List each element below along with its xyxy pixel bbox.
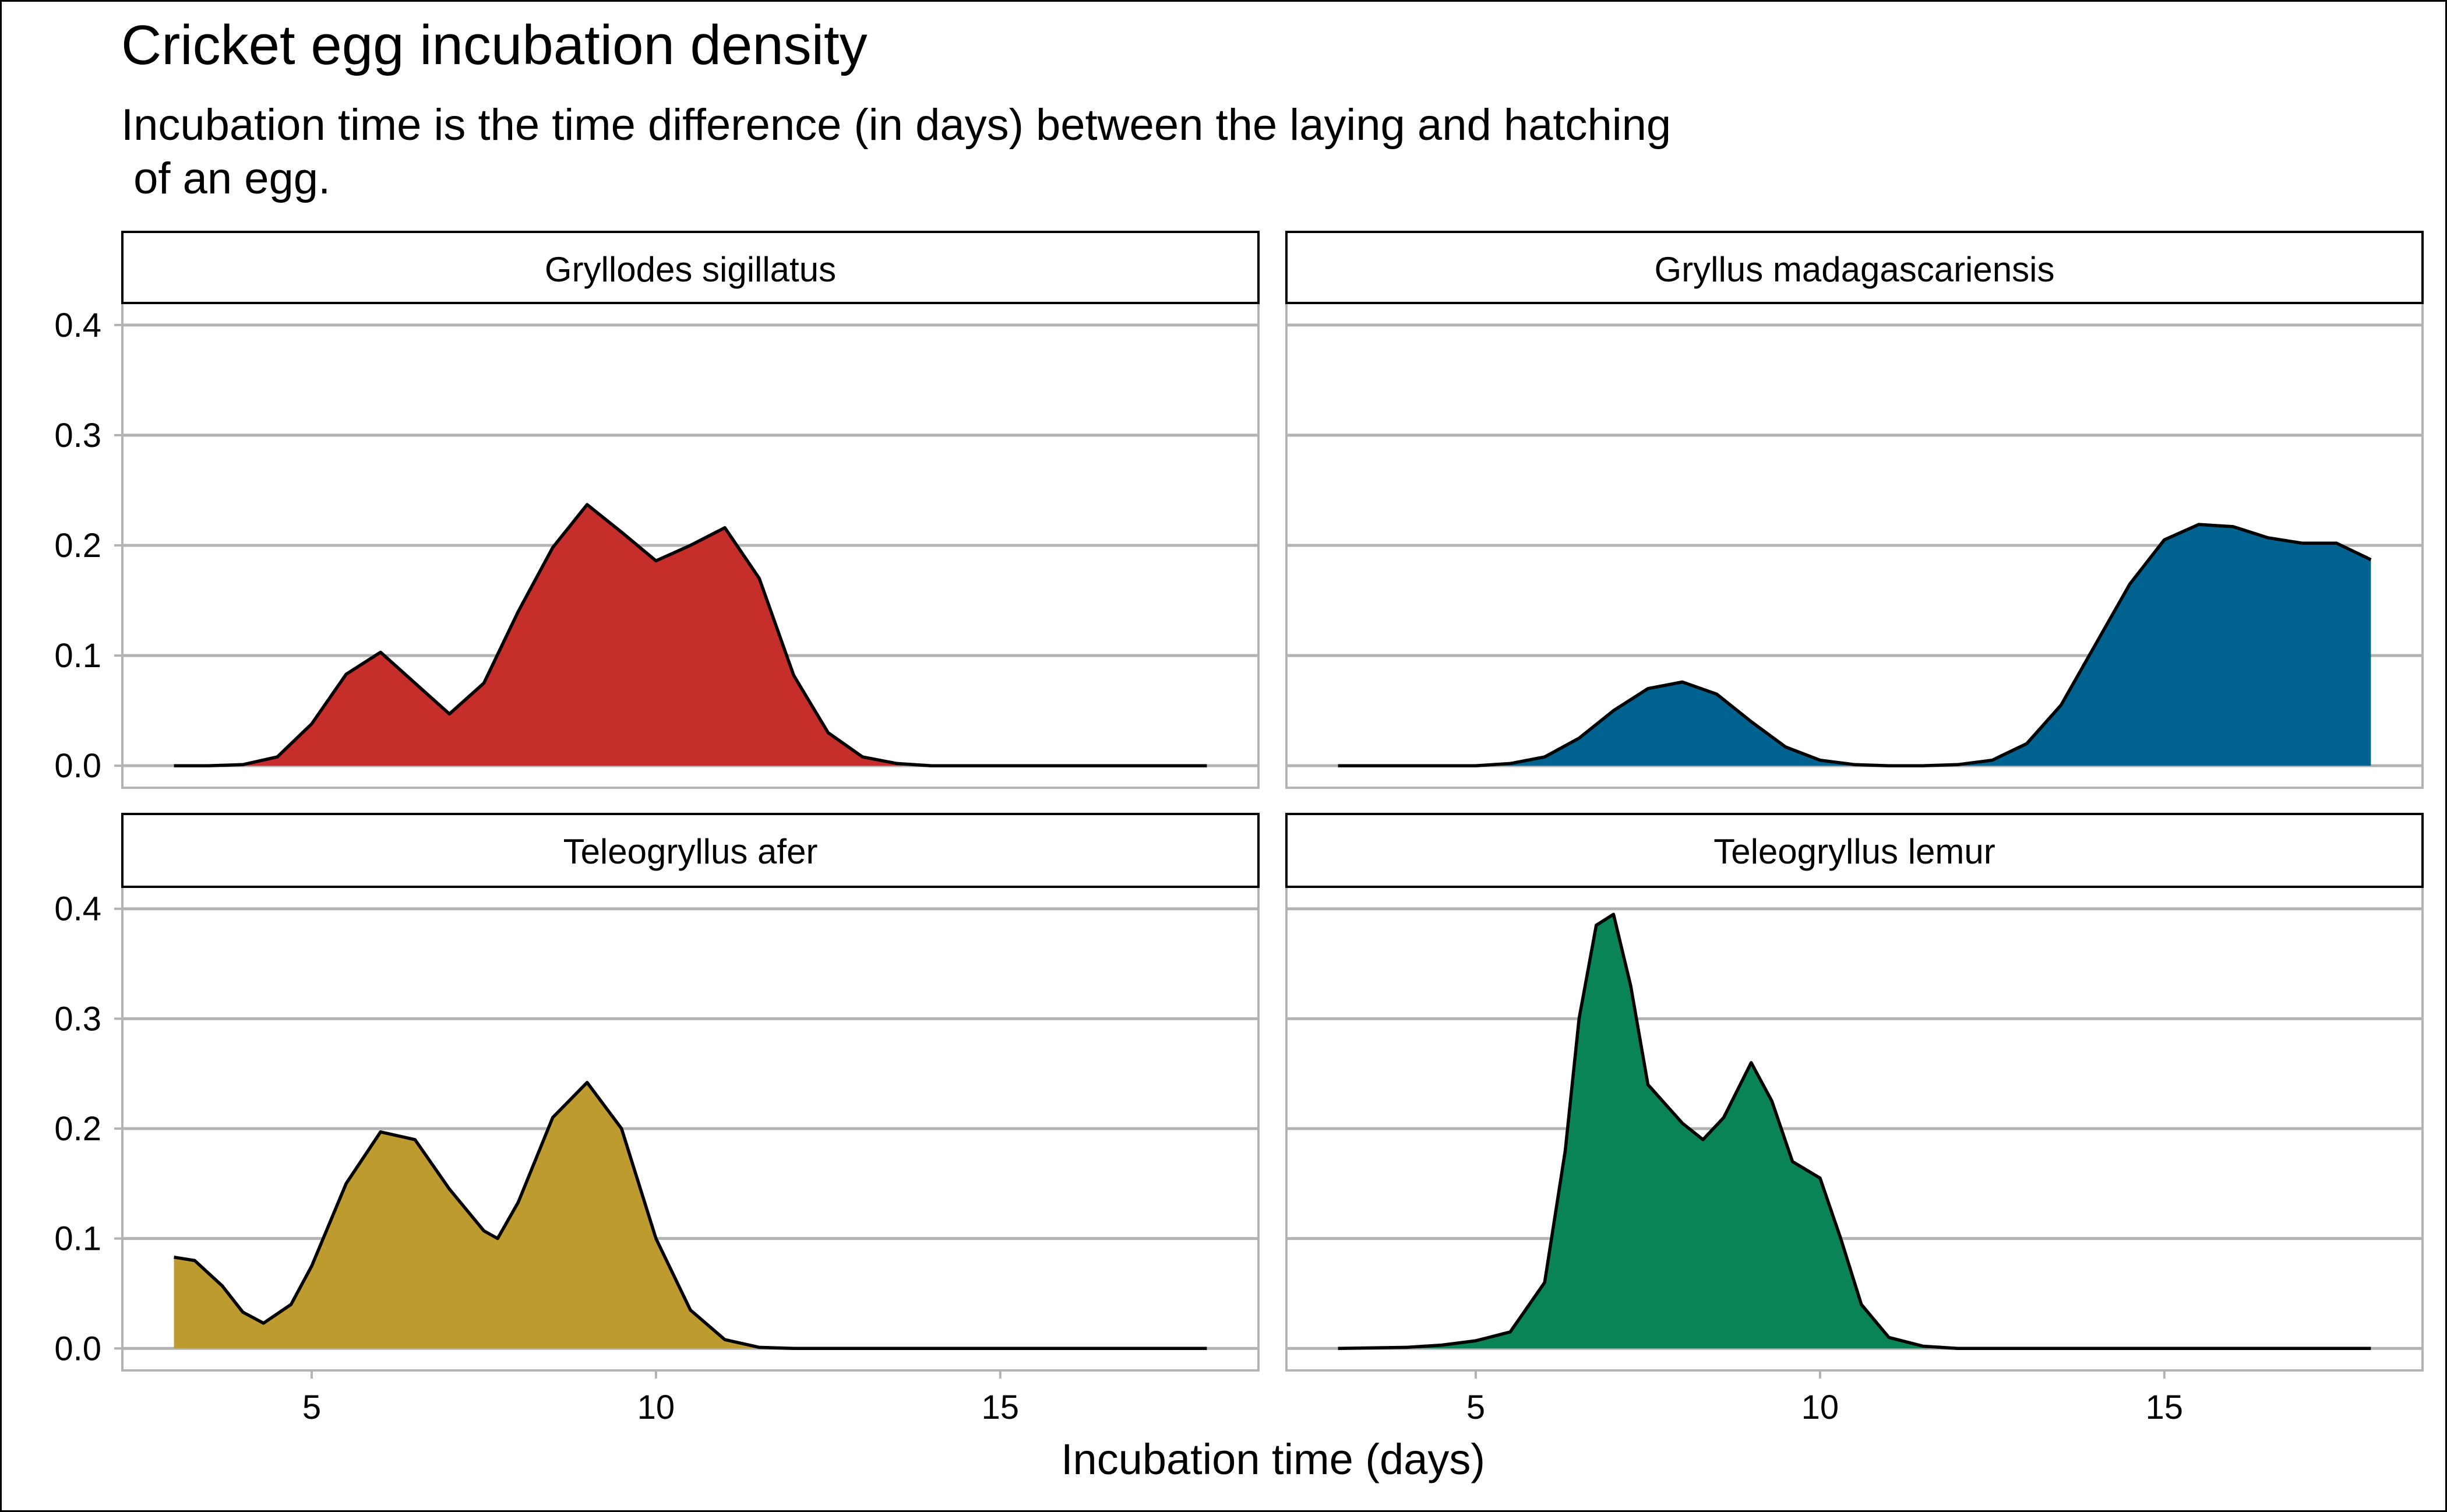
y-tick-label: 0.1 (54, 1220, 101, 1258)
x-tick-label: 15 (2146, 1388, 2184, 1426)
x-tick-label: 10 (637, 1388, 675, 1426)
density-line (1338, 912, 2371, 1351)
strip-box (121, 231, 1260, 304)
x-tick-label: 15 (982, 1388, 1020, 1426)
x-tick-label: 10 (1801, 1388, 1839, 1426)
y-tick-label: 0.1 (54, 637, 101, 675)
y-tick-label: 0.3 (54, 417, 101, 454)
facet-grid: Gryllodes sigillatus0.00.10.20.30.4Gryll… (54, 231, 2424, 1426)
strip-label: Teleogryllus afer (563, 832, 818, 871)
strip-label: Gryllodes sigillatus (545, 250, 836, 289)
strip-box (1285, 813, 2424, 888)
density-area (1338, 914, 2371, 1349)
x-axis-title: Incubation time (days) (1061, 1435, 1485, 1483)
strip-label: Teleogryllus lemur (1713, 832, 1995, 871)
y-tick-label: 0.0 (54, 1330, 101, 1368)
density-line (174, 1081, 1207, 1351)
y-tick-label: 0.3 (54, 1000, 101, 1038)
facet-panel: Gryllodes sigillatus 0.0 0.1 0.2 0.3 0.4 (54, 231, 1260, 789)
density-line (1338, 523, 2372, 767)
chart-subtitle-line-2: of an egg. (121, 154, 330, 203)
facet-panel: Teleogryllus lemur 5 10 15 (1285, 813, 2424, 1426)
density-area (174, 1082, 1207, 1349)
y-tick-label: 0.0 (54, 747, 101, 785)
y-tick-label: 0.2 (54, 1110, 101, 1148)
y-tick-label: 0.4 (54, 306, 101, 344)
density-line (174, 503, 1207, 767)
y-tick-label: 0.4 (54, 890, 101, 928)
x-tick-label: 5 (302, 1388, 321, 1426)
facet-panel: Gryllus madagascariensis (1285, 231, 2424, 789)
strip-label: Gryllus madagascariensis (1655, 250, 2055, 289)
facet-panel: Teleogryllus afer 0.0 0.1 0.2 0.3 0.4 5 10 15 (54, 813, 1260, 1426)
x-tick-label: 5 (1466, 1388, 1485, 1426)
strip-box (121, 813, 1260, 888)
y-tick-label: 0.2 (54, 527, 101, 565)
strip-box (1285, 231, 2424, 304)
density-area (1338, 524, 2371, 766)
chart-subtitle-line-1: Incubation time is the time difference (… (121, 100, 1671, 150)
chart-title: Cricket egg incubation density (121, 14, 868, 76)
